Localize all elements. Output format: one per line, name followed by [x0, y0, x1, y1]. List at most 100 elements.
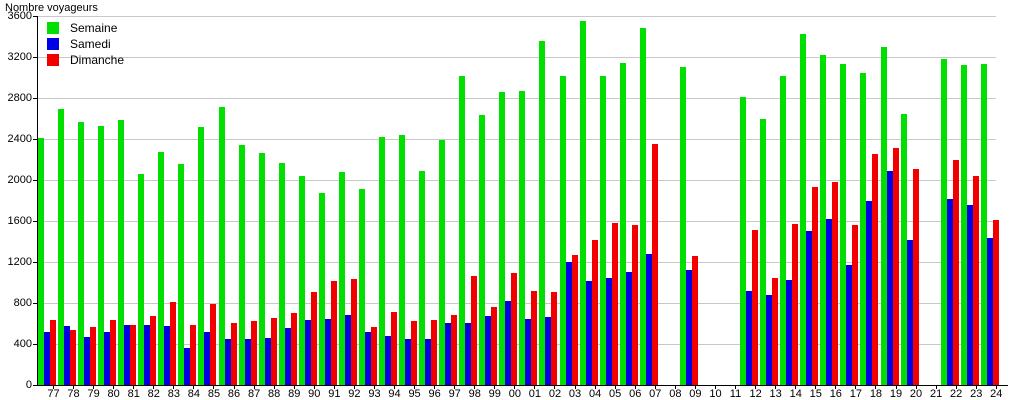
bar-samedi-19: [886, 170, 893, 385]
y-tick: [33, 57, 38, 58]
y-tick: [33, 262, 38, 263]
bar-dimanche-94: [391, 312, 397, 385]
bar-semaine-01: [519, 90, 526, 385]
bar-semaine-98: [459, 76, 466, 385]
bar-dimanche-81: [130, 324, 137, 385]
bar-dimanche-86: [230, 322, 237, 385]
x-tick: [775, 385, 777, 389]
bar-semaine-89: [278, 162, 285, 385]
bar-semaine-88: [258, 153, 265, 385]
legend-label-dimanche: Dimanche: [70, 52, 125, 67]
bar-semaine-22: [940, 59, 947, 385]
bar-semaine-02: [539, 40, 546, 385]
x-tick-label: 92: [348, 388, 361, 400]
bar-dimanche-19: [892, 148, 899, 385]
x-tick: [133, 385, 135, 389]
y-tick: [33, 221, 38, 222]
legend-item-samedi: Samedi: [47, 36, 124, 52]
bar-semaine-91: [318, 193, 325, 385]
y-tick-label: 400: [13, 337, 32, 350]
bar-dimanche-09: [691, 255, 698, 385]
bar-dimanche-97: [451, 315, 458, 385]
bar-samedi-94: [385, 335, 391, 385]
x-tick-label: 87: [247, 388, 261, 400]
x-tick-label: 19: [889, 388, 903, 400]
bar-semaine-94: [379, 136, 385, 385]
bar-samedi-85: [204, 331, 211, 385]
bar-dimanche-87: [250, 321, 257, 385]
bar-samedi-24: [986, 238, 993, 385]
bar-semaine-03: [559, 76, 566, 385]
x-tick: [755, 385, 757, 389]
x-tick: [674, 385, 676, 389]
bar-dimanche-18: [872, 153, 879, 385]
bar-semaine-78: [58, 109, 65, 385]
x-tick: [975, 385, 977, 389]
legend-item-dimanche: Dimanche: [47, 52, 124, 68]
bar-dimanche-90: [310, 291, 317, 385]
x-tick: [193, 385, 195, 389]
x-tick: [353, 385, 355, 389]
x-tick: [855, 385, 857, 389]
bar-dimanche-24: [992, 219, 999, 385]
x-tick: [915, 385, 917, 389]
bar-dimanche-88: [270, 318, 277, 385]
x-tick-label: 90: [308, 388, 321, 400]
x-tick-label: 04: [588, 388, 602, 400]
bar-samedi-16: [826, 218, 833, 385]
bar-samedi-87: [244, 339, 251, 385]
bar-dimanche-06: [631, 225, 638, 385]
x-tick-label: 09: [689, 388, 702, 400]
bar-dimanche-13: [772, 278, 779, 385]
bar-samedi-93: [364, 331, 371, 385]
x-tick: [53, 385, 54, 389]
bar-samedi-92: [344, 314, 351, 385]
gridline: [38, 262, 996, 263]
bar-dimanche-03: [571, 254, 578, 385]
bar-dimanche-92: [350, 279, 357, 385]
bar-semaine-87: [238, 145, 245, 385]
bar-samedi-88: [264, 338, 271, 385]
x-tick: [594, 385, 596, 389]
bar-dimanche-17: [852, 224, 859, 385]
bar-samedi-79: [84, 336, 91, 385]
bar-dimanche-89: [290, 312, 297, 385]
x-tick-label: 80: [107, 388, 120, 400]
bar-semaine-92: [338, 171, 345, 385]
bar-samedi-04: [585, 281, 592, 385]
x-tick-label: 13: [769, 388, 782, 400]
x-tick: [253, 385, 255, 389]
bar-dimanche-02: [551, 291, 558, 385]
gridline: [38, 57, 996, 58]
x-tick: [815, 385, 817, 389]
x-tick-label: 17: [849, 388, 862, 400]
bar-samedi-82: [144, 324, 151, 385]
gridline: [38, 16, 996, 17]
bar-semaine-85: [198, 126, 205, 385]
x-tick: [514, 385, 516, 389]
x-tick-label: 93: [368, 388, 381, 400]
x-tick-label: 22: [950, 388, 963, 400]
bar-semaine-86: [218, 107, 225, 385]
bar-semaine-96: [419, 170, 426, 385]
x-tick-label: 82: [147, 388, 160, 400]
bar-dimanche-85: [210, 303, 217, 385]
bar-semaine-19: [880, 46, 887, 385]
x-tick: [454, 385, 456, 389]
x-tick-label: 83: [167, 388, 180, 400]
x-tick-label: 98: [468, 388, 481, 400]
x-tick: [273, 385, 275, 389]
bar-semaine-15: [800, 34, 807, 385]
bar-samedi-23: [966, 204, 973, 385]
y-tick-label: 3600: [7, 9, 32, 22]
bar-samedi-12: [746, 290, 753, 385]
x-tick: [875, 385, 877, 389]
x-tick: [554, 385, 556, 389]
bar-semaine-24: [980, 64, 987, 385]
bar-semaine-07: [639, 28, 646, 385]
y-tick: [33, 139, 38, 140]
x-tick: [654, 385, 656, 389]
bar-semaine-97: [439, 140, 446, 385]
x-tick-label: 08: [669, 388, 682, 400]
x-tick: [373, 385, 375, 389]
